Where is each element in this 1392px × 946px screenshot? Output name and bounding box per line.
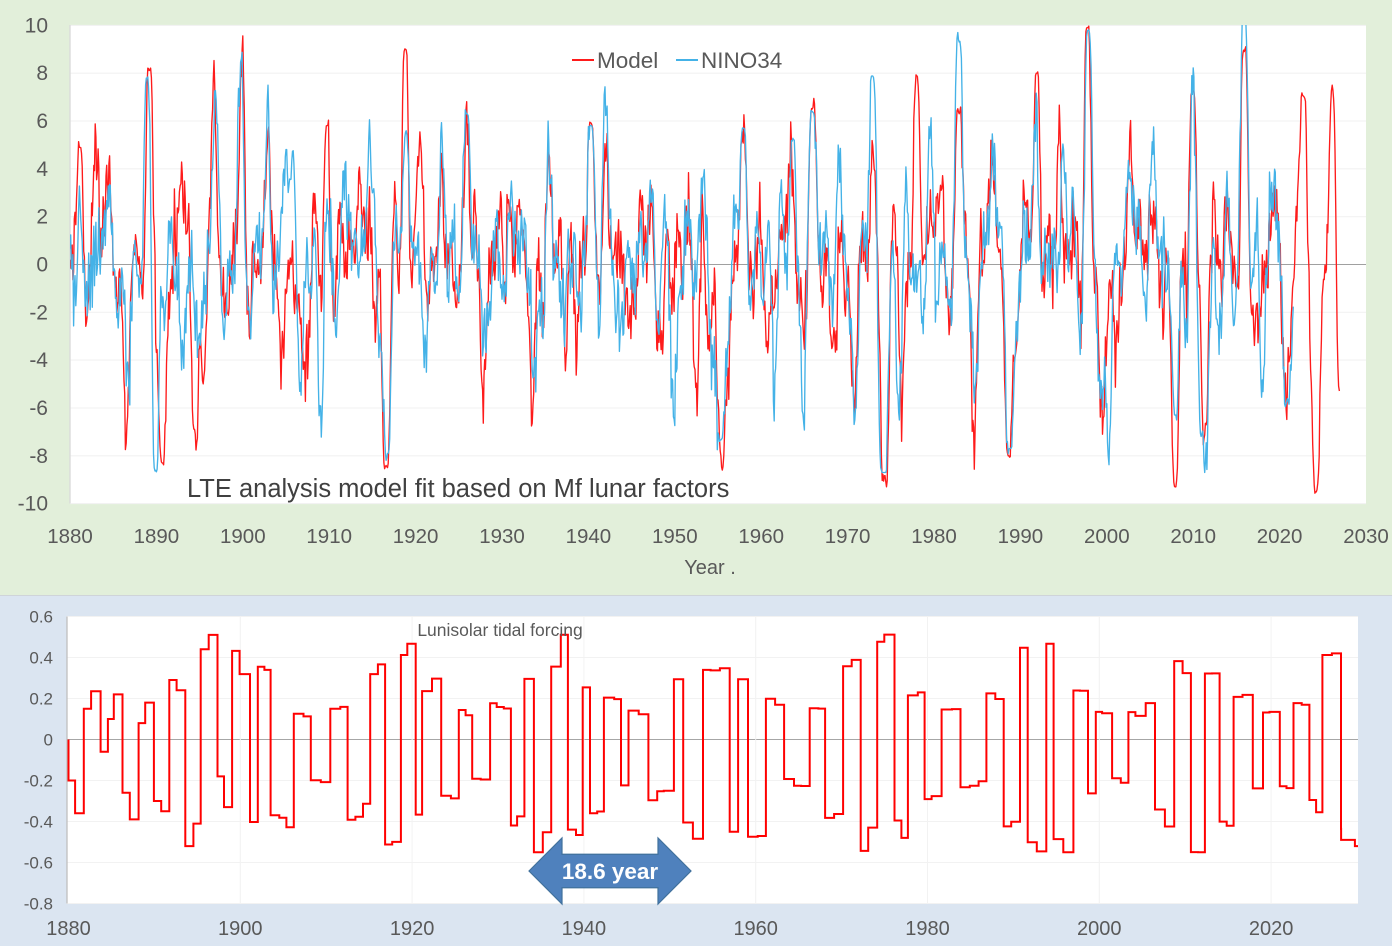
svg-text:2000: 2000: [1077, 918, 1122, 940]
svg-text:1880: 1880: [47, 525, 93, 548]
svg-text:2010: 2010: [1170, 525, 1216, 548]
svg-text:NINO34: NINO34: [701, 48, 782, 73]
svg-text:1960: 1960: [738, 525, 784, 548]
svg-text:-4: -4: [29, 349, 48, 372]
svg-text:LTE analysis model fit based o: LTE analysis model fit based on Mf lunar…: [187, 475, 729, 503]
svg-text:1880: 1880: [46, 918, 91, 940]
svg-text:1910: 1910: [306, 525, 352, 548]
svg-text:2020: 2020: [1257, 525, 1303, 548]
svg-text:Model: Model: [597, 48, 658, 73]
svg-text:1900: 1900: [218, 918, 263, 940]
svg-text:1920: 1920: [390, 918, 435, 940]
svg-text:-0.8: -0.8: [24, 895, 53, 914]
svg-text:-6: -6: [29, 397, 48, 420]
svg-text:Lunisolar tidal forcing: Lunisolar tidal forcing: [417, 620, 582, 640]
svg-text:1970: 1970: [825, 525, 871, 548]
svg-text:1920: 1920: [393, 525, 439, 548]
svg-text:6: 6: [36, 110, 48, 133]
svg-text:10: 10: [25, 14, 48, 37]
svg-text:2000: 2000: [1084, 525, 1130, 548]
svg-text:-2: -2: [29, 301, 48, 324]
svg-text:1930: 1930: [479, 525, 525, 548]
svg-text:1990: 1990: [998, 525, 1044, 548]
svg-text:2: 2: [36, 206, 48, 229]
svg-text:-0.4: -0.4: [24, 813, 53, 832]
svg-text:0: 0: [44, 731, 53, 750]
svg-text:18.6 year: 18.6 year: [562, 859, 659, 884]
svg-text:1940: 1940: [566, 525, 612, 548]
svg-text:1890: 1890: [134, 525, 180, 548]
svg-text:0.4: 0.4: [29, 649, 53, 668]
svg-text:Year .: Year .: [684, 557, 736, 579]
svg-text:2030: 2030: [1343, 525, 1389, 548]
svg-text:-8: -8: [29, 445, 48, 468]
svg-text:4: 4: [36, 158, 48, 181]
svg-text:-0.2: -0.2: [24, 772, 53, 791]
svg-text:1950: 1950: [652, 525, 698, 548]
svg-text:1900: 1900: [220, 525, 266, 548]
svg-text:0.6: 0.6: [29, 608, 53, 627]
svg-text:1960: 1960: [733, 918, 778, 940]
svg-text:1980: 1980: [905, 918, 950, 940]
svg-text:-0.6: -0.6: [24, 854, 53, 873]
svg-text:0.2: 0.2: [29, 690, 53, 709]
svg-text:8: 8: [36, 62, 48, 85]
svg-text:2020: 2020: [1249, 918, 1294, 940]
svg-text:1980: 1980: [911, 525, 957, 548]
svg-text:0: 0: [36, 254, 48, 277]
svg-text:1940: 1940: [562, 918, 607, 940]
svg-text:-10: -10: [18, 493, 48, 516]
